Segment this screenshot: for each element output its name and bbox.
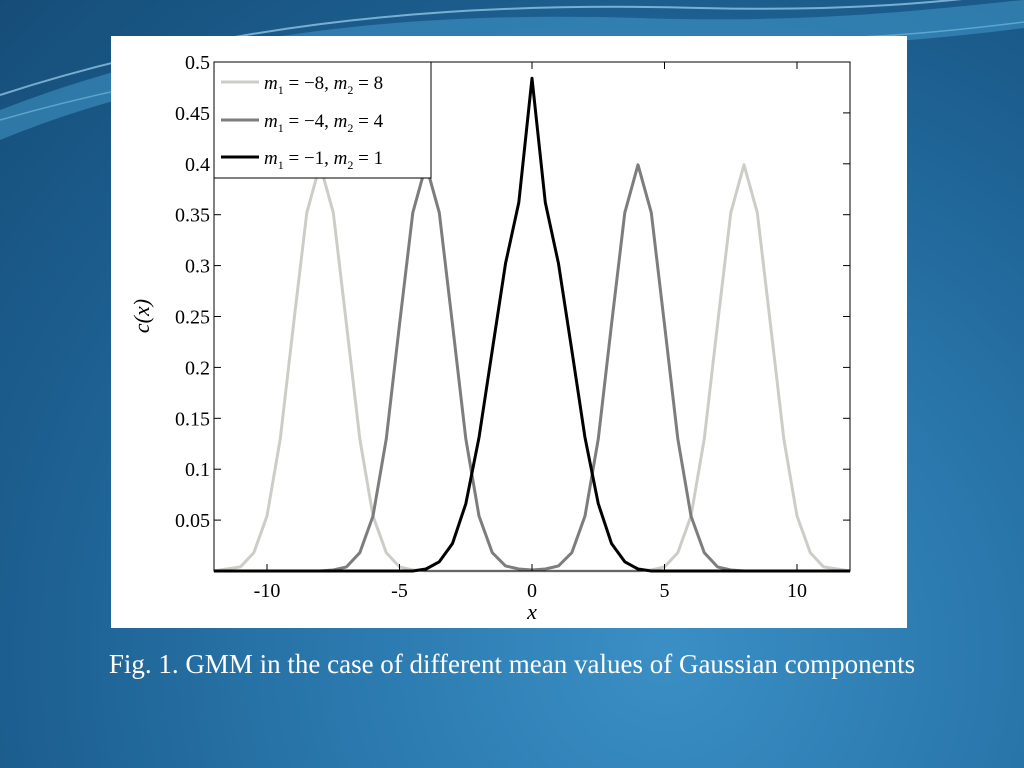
legend-entry-2: m1 = −4, m2 = 4 bbox=[221, 111, 384, 135]
y-tick-label: 0.3 bbox=[185, 256, 210, 278]
y-axis-label: c(x) bbox=[129, 299, 154, 333]
legend-entry-1: m1 = −8, m2 = 8 bbox=[221, 73, 383, 97]
y-tick-label: 0.4 bbox=[185, 154, 210, 176]
figure-panel: -10 -5 0 5 10 0.05 0.1 0.15 0.2 0.25 0.3 0.35 0.4 0.4… bbox=[111, 36, 907, 628]
y-tick-label: 0.1 bbox=[185, 459, 210, 481]
legend-label-3: m1 = −1, m2 = 1 bbox=[264, 148, 383, 172]
legend-label-2: m1 = −4, m2 = 4 bbox=[264, 111, 384, 135]
legend: m1 = −8, m2 = 8 m1 = −4, m2 = 4 m1 = −1,… bbox=[213, 61, 432, 179]
x-tick-label: 0 bbox=[527, 580, 537, 602]
series-line-3 bbox=[214, 76, 850, 573]
tick-layer: -10 -5 0 5 10 0.05 0.1 0.15 0.2 0.25 0.3 0.35 0.4 0.4… bbox=[175, 52, 850, 602]
y-tick-label: 0.45 bbox=[175, 103, 210, 125]
y-tick-label: 0.25 bbox=[175, 307, 210, 329]
x-tick-label: 10 bbox=[787, 580, 807, 602]
y-tick-label: 0.15 bbox=[175, 408, 210, 430]
y-tick-label: 0.2 bbox=[185, 357, 210, 379]
series-line-1 bbox=[213, 163, 851, 573]
legend-entry-3: m1 = −1, m2 = 1 bbox=[221, 148, 383, 172]
x-tick-label: 5 bbox=[660, 580, 670, 602]
gmm-line-chart: -10 -5 0 5 10 0.05 0.1 0.15 0.2 0.25 0.3 0.35 0.4 0.4… bbox=[129, 52, 851, 624]
x-tick-label: -5 bbox=[391, 580, 408, 602]
legend-label-1: m1 = −8, m2 = 8 bbox=[264, 73, 383, 97]
series-line-2 bbox=[214, 163, 850, 573]
y-tick-label: 0.05 bbox=[175, 510, 210, 532]
y-tick-label: 0.35 bbox=[175, 205, 210, 227]
y-tick-label: 0.5 bbox=[185, 52, 210, 74]
figure-caption: Fig. 1. GMM in the case of different mea… bbox=[108, 649, 916, 679]
background-wave-band bbox=[0, 0, 1024, 140]
x-axis-label: x bbox=[526, 599, 537, 624]
x-tick-label: -10 bbox=[254, 580, 281, 602]
